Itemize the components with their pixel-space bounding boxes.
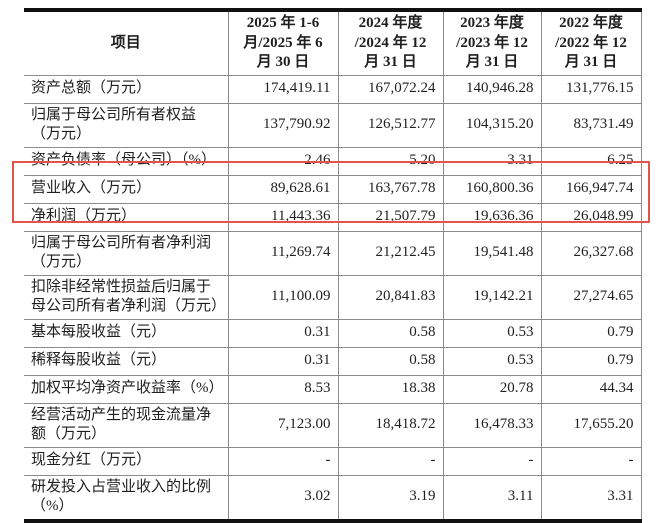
cell-value: 6.25 [541,147,642,176]
cell-value: 2.46 [228,147,339,176]
page: { "highlight": { "color": "#e25449", "no… [12,8,650,523]
cell-value: 21,212.45 [338,231,444,276]
cell-value: 16,478.33 [443,403,542,448]
row-label: 稀释每股收益（元） [24,347,229,376]
cell-value: 0.53 [443,319,542,348]
table-row: 扣除非经常性损益后归属于母公司所有者净利润（万元） 11,100.09 20,8… [24,275,642,320]
row-label: 研发投入占营业收入的比例（%） [24,475,229,521]
cell-value: 27,274.65 [541,275,642,320]
cell-value: 17,655.20 [541,403,642,448]
financial-summary-table-container: 项目 2025 年 1-6 月/2025 年 6 月 30 日 2024 年度 … [24,8,642,523]
cell-value: 0.79 [541,347,642,376]
row-label: 归属于母公司所有者权益（万元） [24,103,229,148]
table-row-net-profit-highlighted: 净利润（万元） 11,443.36 21,507.79 19,636.36 26… [24,203,642,232]
cell-value: 26,048.99 [541,203,642,232]
cell-value: 26,327.68 [541,231,642,276]
cell-value: 174,419.11 [228,75,339,104]
cell-value: 0.79 [541,319,642,348]
cell-value: 19,636.36 [443,203,542,232]
table-row: 经营活动产生的现金流量净额（万元） 7,123.00 18,418.72 16,… [24,403,642,448]
cell-value: 19,541.48 [443,231,542,276]
row-label: 扣除非经常性损益后归属于母公司所有者净利润（万元） [24,275,229,320]
cell-value: 0.58 [338,347,444,376]
cell-value: 44.34 [541,375,642,404]
cell-value: 83,731.49 [541,103,642,148]
cell-value: 104,315.20 [443,103,542,148]
cell-value: - [443,447,542,476]
cell-value: 19,142.21 [443,275,542,320]
table-row: 资产负债率（母公司）（%） 2.46 5.20 3.31 6.25 [24,147,642,176]
cell-value: 3.19 [338,475,444,521]
cell-value: 0.58 [338,319,444,348]
financial-summary-table: 项目 2025 年 1-6 月/2025 年 6 月 30 日 2024 年度 … [24,8,642,523]
cell-value: 0.31 [228,319,339,348]
cell-value: 11,269.74 [228,231,339,276]
header-period-2025: 2025 年 1-6 月/2025 年 6 月 30 日 [228,10,339,76]
header-item: 项目 [24,10,229,76]
cell-value: 0.53 [443,347,542,376]
cell-value: 137,790.92 [228,103,339,148]
cell-value: 8.53 [228,375,339,404]
table-row: 归属于母公司所有者净利润（万元） 11,269.74 21,212.45 19,… [24,231,642,276]
row-label: 加权平均净资产收益率（%） [24,375,229,404]
table-row: 基本每股收益（元） 0.31 0.58 0.53 0.79 [24,319,642,348]
table-row: 加权平均净资产收益率（%） 8.53 18.38 20.78 44.34 [24,375,642,404]
row-label: 营业收入（万元） [24,175,229,204]
cell-value: 18.38 [338,375,444,404]
cell-value: 89,628.61 [228,175,339,204]
cell-value: 5.20 [338,147,444,176]
table-row-revenue-highlighted: 营业收入（万元） 89,628.61 163,767.78 160,800.36… [24,175,642,204]
row-label: 现金分红（万元） [24,447,229,476]
cell-value: 11,100.09 [228,275,339,320]
table-row: 资产总额（万元） 174,419.11 167,072.24 140,946.2… [24,75,642,104]
table-row: 稀释每股收益（元） 0.31 0.58 0.53 0.79 [24,347,642,376]
cell-value: 20.78 [443,375,542,404]
header-period-2022: 2022 年度 /2022 年 12 月 31 日 [541,10,642,76]
cell-value: 18,418.72 [338,403,444,448]
cell-value: 126,512.77 [338,103,444,148]
row-label: 归属于母公司所有者净利润（万元） [24,231,229,276]
row-label: 净利润（万元） [24,203,229,232]
cell-value: 140,946.28 [443,75,542,104]
table-row: 研发投入占营业收入的比例（%） 3.02 3.19 3.11 3.31 [24,475,642,521]
row-label: 基本每股收益（元） [24,319,229,348]
cell-value: 0.31 [228,347,339,376]
row-label: 资产负债率（母公司）（%） [24,147,229,176]
cell-value: 131,776.15 [541,75,642,104]
cell-value: 3.31 [443,147,542,176]
cell-value: 3.02 [228,475,339,521]
cell-value: 11,443.36 [228,203,339,232]
header-period-2024: 2024 年度 /2024 年 12 月 31 日 [338,10,444,76]
header-period-2023: 2023 年度 /2023 年 12 月 31 日 [443,10,542,76]
cell-value: 160,800.36 [443,175,542,204]
cell-value: 167,072.24 [338,75,444,104]
table-row: 现金分红（万元） - - - - [24,447,642,476]
row-label: 资产总额（万元） [24,75,229,104]
cell-value: 3.31 [541,475,642,521]
cell-value: 20,841.83 [338,275,444,320]
cell-value: 163,767.78 [338,175,444,204]
cell-value: 7,123.00 [228,403,339,448]
row-label: 经营活动产生的现金流量净额（万元） [24,403,229,448]
cell-value: 166,947.74 [541,175,642,204]
table-row: 归属于母公司所有者权益（万元） 137,790.92 126,512.77 10… [24,103,642,148]
header-row: 项目 2025 年 1-6 月/2025 年 6 月 30 日 2024 年度 … [24,10,642,76]
cell-value: - [338,447,444,476]
cell-value: 21,507.79 [338,203,444,232]
cell-value: - [541,447,642,476]
cell-value: 3.11 [443,475,542,521]
cell-value: - [228,447,339,476]
